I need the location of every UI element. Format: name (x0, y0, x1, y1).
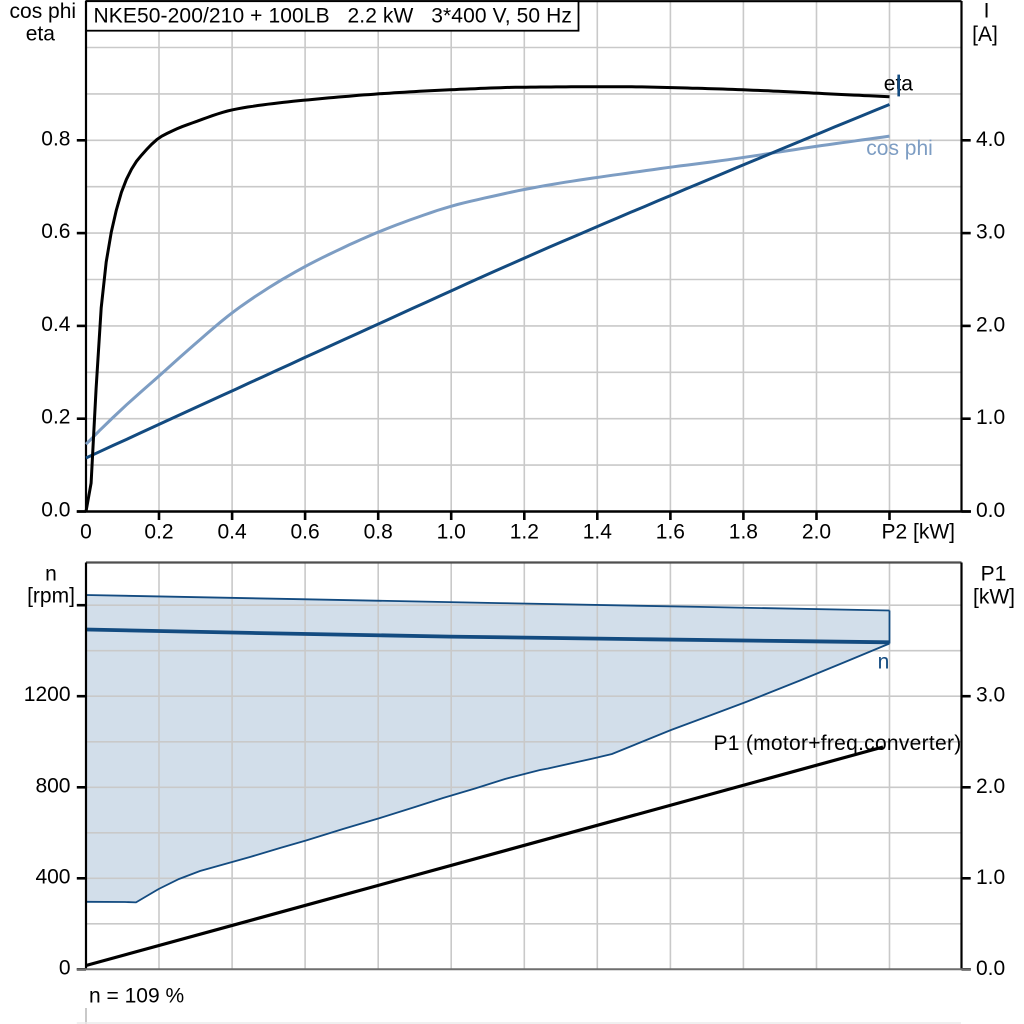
svg-text:1.4: 1.4 (583, 521, 613, 544)
svg-text:0.4: 0.4 (217, 521, 247, 544)
svg-text:400: 400 (35, 865, 70, 888)
svg-text:0.0: 0.0 (41, 499, 70, 522)
svg-text:0.6: 0.6 (290, 521, 319, 544)
svg-text:0.4: 0.4 (41, 313, 71, 336)
svg-text:3.0: 3.0 (976, 221, 1005, 244)
svg-text:0.6: 0.6 (41, 220, 70, 243)
svg-text:2.0: 2.0 (976, 313, 1005, 336)
svg-text:NKE50-200/210 + 100LB 2.2 kW: NKE50-200/210 + 100LB 2.2 kW 3*400 V, 50… (94, 5, 572, 28)
svg-text:1.0: 1.0 (976, 866, 1005, 889)
svg-text:[kW]: [kW] (973, 586, 1015, 609)
svg-text:0.2: 0.2 (144, 521, 173, 544)
svg-text:1.0: 1.0 (437, 521, 466, 544)
svg-text:n = 109 %: n = 109 % (89, 985, 184, 1008)
svg-text:P1 (motor+freq.converter): P1 (motor+freq.converter) (714, 732, 962, 755)
svg-text:1200: 1200 (24, 683, 71, 706)
svg-text:1.2: 1.2 (510, 521, 539, 544)
svg-text:eta: eta (26, 23, 56, 46)
svg-text:0.0: 0.0 (976, 957, 1005, 980)
svg-text:2.0: 2.0 (976, 775, 1005, 798)
svg-text:4.0: 4.0 (976, 128, 1005, 151)
svg-text:[rpm]: [rpm] (27, 585, 75, 608)
svg-text:0: 0 (59, 956, 71, 979)
svg-text:n: n (45, 563, 57, 586)
svg-text:3.0: 3.0 (976, 684, 1005, 707)
svg-text:I: I (984, 0, 990, 23)
svg-text:0.0: 0.0 (976, 499, 1005, 522)
svg-text:[A]: [A] (972, 23, 998, 46)
svg-text:P1: P1 (981, 563, 1007, 586)
svg-text:cos phi: cos phi (866, 137, 933, 160)
svg-text:800: 800 (35, 774, 70, 797)
svg-text:P2 [kW]: P2 [kW] (882, 521, 956, 544)
svg-text:2.0: 2.0 (802, 521, 831, 544)
svg-text:1.0: 1.0 (976, 406, 1005, 429)
svg-text:0.2: 0.2 (41, 406, 70, 429)
svg-text:1.6: 1.6 (656, 521, 685, 544)
svg-text:0: 0 (80, 521, 92, 544)
svg-text:1.8: 1.8 (729, 521, 758, 544)
svg-text:0.8: 0.8 (364, 521, 393, 544)
svg-text:n: n (878, 651, 890, 674)
svg-text:0.8: 0.8 (41, 127, 70, 150)
svg-text:cos phi: cos phi (10, 0, 77, 23)
